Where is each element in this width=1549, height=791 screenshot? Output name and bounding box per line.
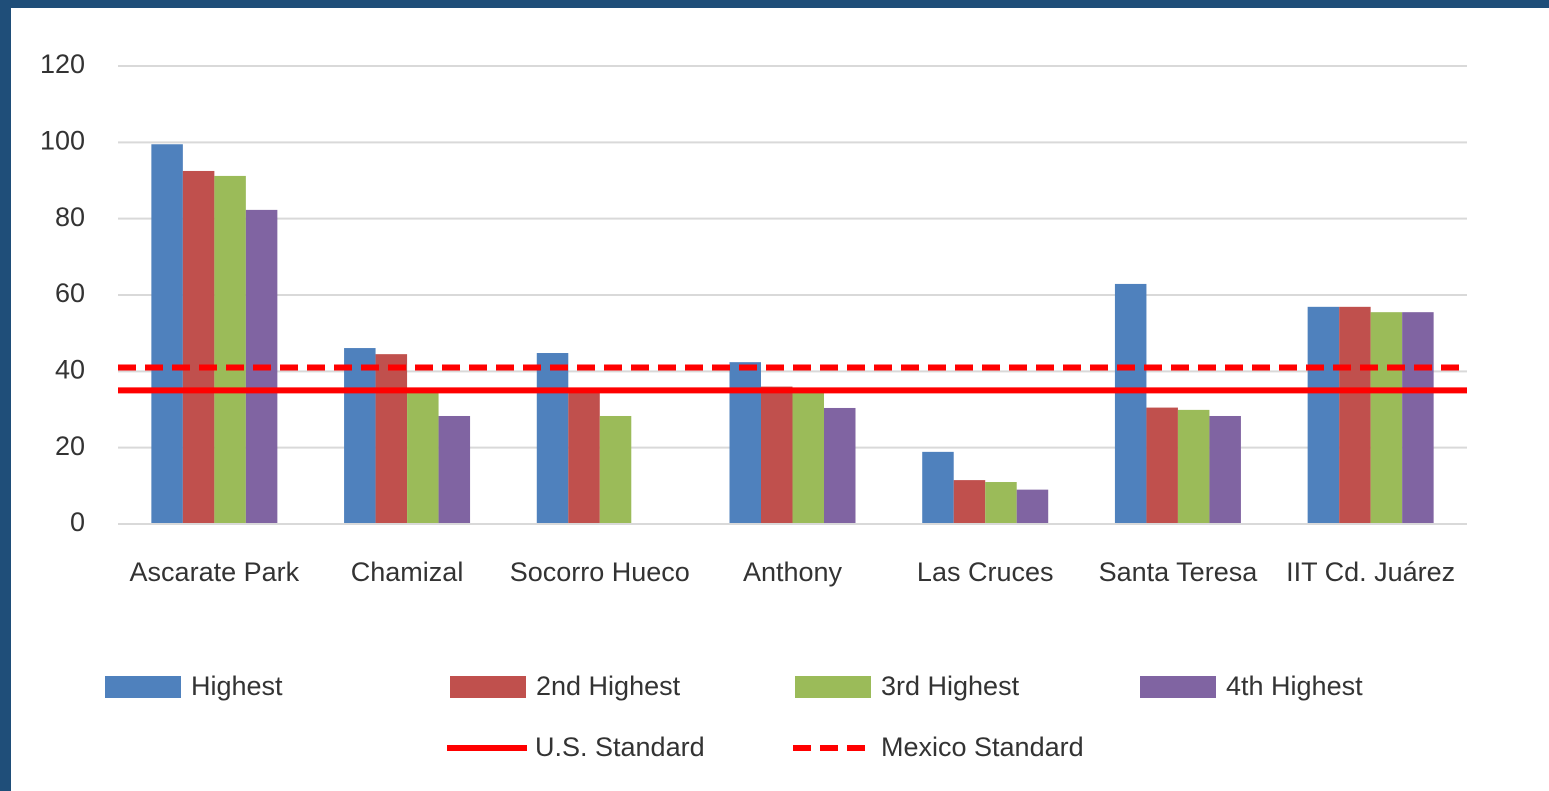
bar [214, 175, 246, 525]
bar [438, 415, 471, 524]
bar [1402, 312, 1434, 524]
bar [824, 407, 856, 524]
bar [344, 348, 376, 524]
bar [599, 415, 632, 524]
legend-label: 4th Highest [1226, 671, 1363, 701]
bar [1339, 306, 1371, 524]
bar [1177, 409, 1210, 524]
x-tick-label: IIT Cd. Juárez [1286, 557, 1456, 587]
legend-swatch [795, 676, 871, 698]
bar [375, 354, 408, 524]
legend-label: 2nd Highest [536, 671, 681, 701]
bar [568, 390, 600, 524]
legend-swatch [450, 676, 526, 698]
bar [1209, 415, 1241, 524]
legend-swatch [1140, 676, 1216, 698]
x-tick-label: Santa Teresa [1098, 557, 1258, 587]
bar [922, 451, 954, 524]
x-tick-label: Ascarate Park [129, 557, 300, 587]
bar [985, 482, 1017, 524]
bar [792, 390, 824, 524]
bar [761, 386, 793, 524]
legend-label: Mexico Standard [881, 732, 1084, 762]
bar [729, 362, 761, 524]
bar [1307, 306, 1340, 524]
y-tick-label: 40 [55, 354, 85, 384]
bar [1146, 407, 1178, 524]
y-tick-label: 20 [55, 431, 85, 461]
x-tick-label: Las Cruces [916, 557, 1054, 587]
bar [953, 480, 986, 524]
x-tick-label: Chamizal [350, 557, 464, 587]
x-tick-label: Socorro Hueco [509, 557, 690, 587]
legend-swatch [105, 676, 181, 698]
x-tick-label: Anthony [742, 557, 843, 587]
bar [182, 170, 215, 525]
legend-label: 3rd Highest [881, 671, 1020, 701]
legend-label: U.S. Standard [535, 732, 705, 762]
bar [151, 144, 183, 524]
y-tick-label: 100 [40, 125, 85, 155]
top-border [0, 0, 1549, 8]
bar [407, 390, 439, 524]
y-tick-label: 60 [55, 278, 85, 308]
bar [1114, 283, 1147, 524]
bar [536, 353, 569, 524]
bar [1370, 312, 1403, 524]
left-border [0, 0, 11, 791]
y-tick-label: 120 [40, 49, 85, 79]
y-tick-label: 80 [55, 202, 85, 232]
legend-label: Highest [191, 671, 283, 701]
y-tick-label: 0 [70, 507, 85, 537]
bar [1016, 489, 1049, 524]
